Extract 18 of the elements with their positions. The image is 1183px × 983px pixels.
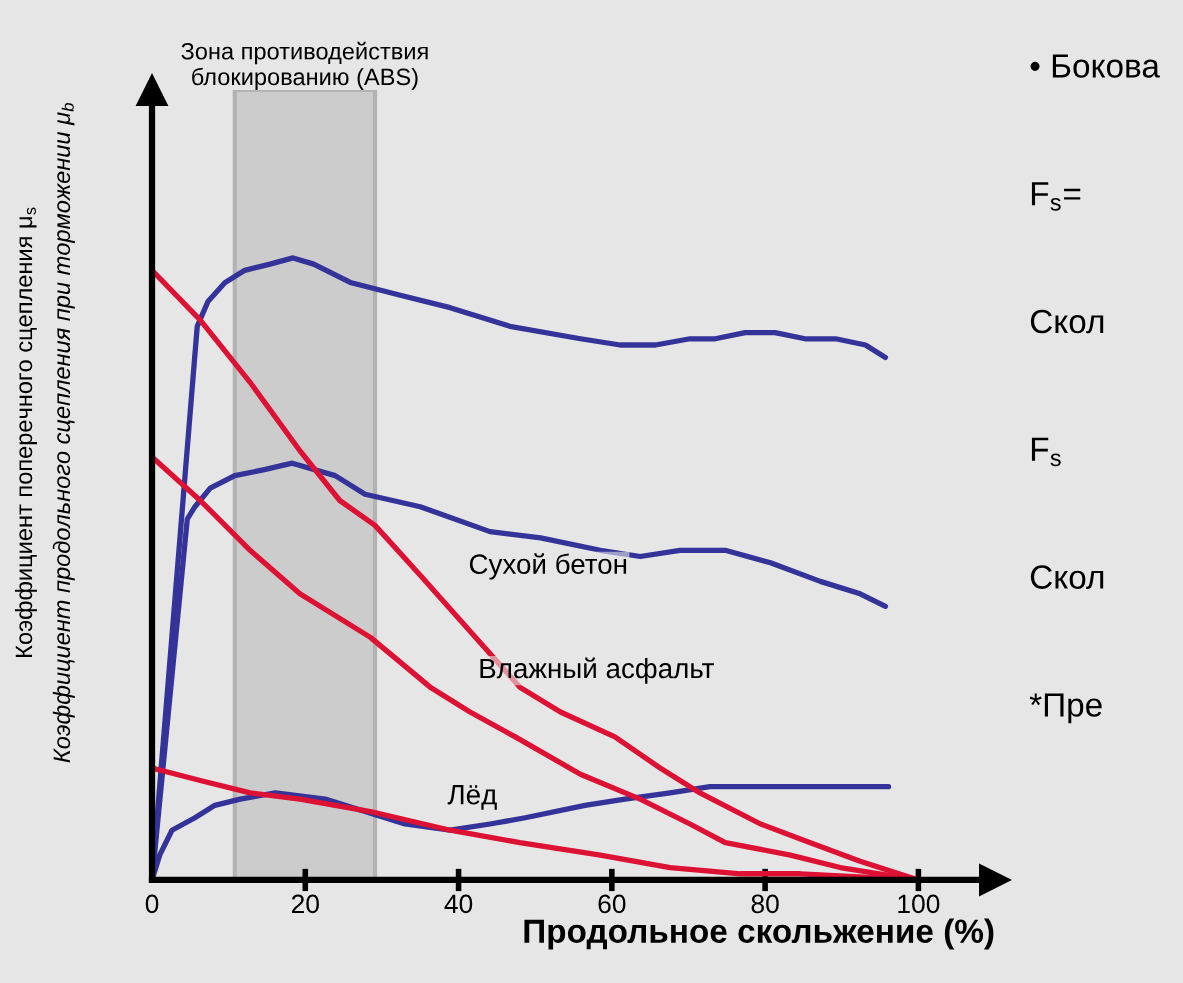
y-axis-title: Коэффициент поперечного сцепления μ$_{s}$ Коэффициент продольного сцепления при торможении μ$_{b}$ (14, 103, 75, 763)
x-tick-label: 0 (145, 894, 159, 914)
x-tick-label: 100 (898, 894, 940, 914)
text: *Пре (1029, 693, 1102, 724)
annotation: Сухой бетон (469, 553, 627, 580)
x-tick-label: 20 (291, 894, 319, 914)
annotation: Влажный асфальт (480, 657, 714, 684)
band-label: Зона противодействия блокированию (ABS) (181, 41, 428, 90)
annotation: Лёд (447, 785, 497, 810)
text: F$_{s}$ (1031, 437, 1061, 467)
text: Скол (1030, 309, 1104, 334)
x-tick-label: 40 (444, 894, 473, 914)
text: • Бокова (1030, 54, 1160, 78)
x-axis-title: Продольное скольжение (%) (524, 918, 994, 950)
text: F$_{s}$= (1031, 182, 1081, 211)
x-tick-label: 80 (751, 894, 779, 914)
text: Скол (1030, 565, 1104, 589)
x-tick-label: 60 (598, 894, 626, 914)
